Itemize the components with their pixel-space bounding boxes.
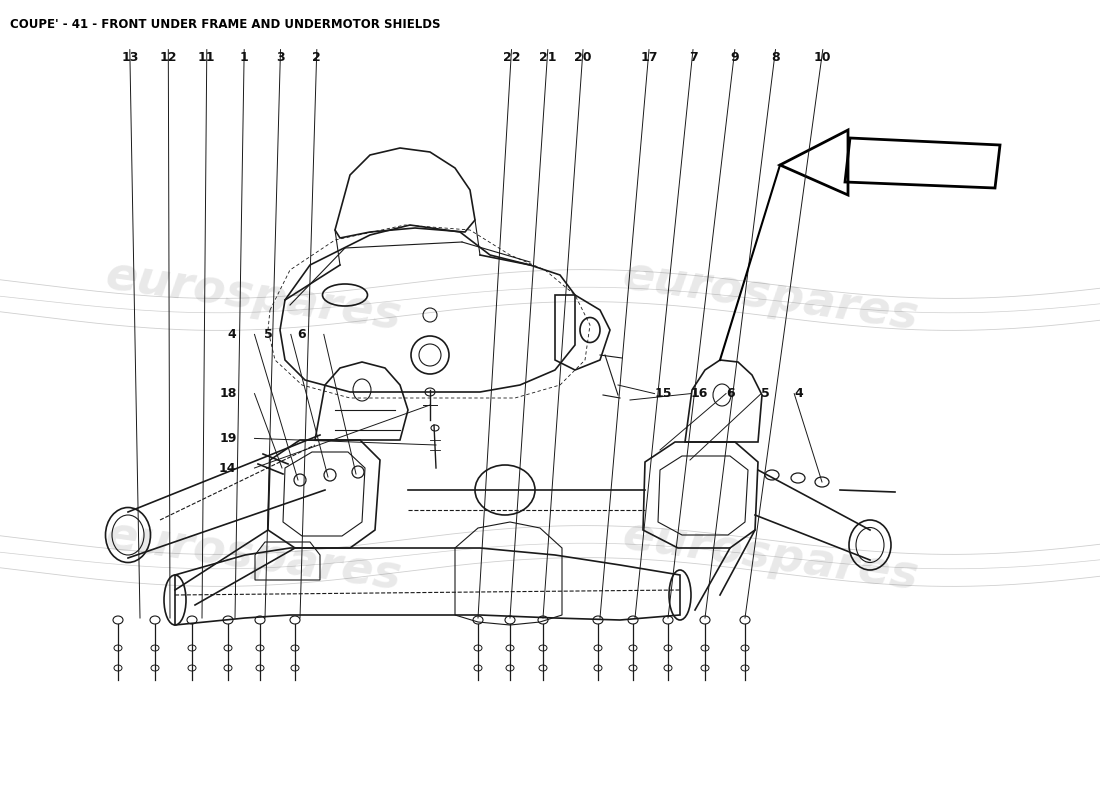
Text: 8: 8 xyxy=(771,51,780,64)
Text: 13: 13 xyxy=(121,51,139,64)
Text: 20: 20 xyxy=(574,51,592,64)
Text: 9: 9 xyxy=(730,51,739,64)
Text: 10: 10 xyxy=(814,51,832,64)
Text: 11: 11 xyxy=(198,51,216,64)
Text: eurospares: eurospares xyxy=(619,513,921,599)
Text: eurospares: eurospares xyxy=(102,253,404,339)
Text: eurospares: eurospares xyxy=(619,253,921,339)
Text: 12: 12 xyxy=(160,51,177,64)
Text: 5: 5 xyxy=(761,387,770,400)
Text: 4: 4 xyxy=(228,328,236,341)
Text: 5: 5 xyxy=(264,328,273,341)
Text: COUPE' - 41 - FRONT UNDER FRAME AND UNDERMOTOR SHIELDS: COUPE' - 41 - FRONT UNDER FRAME AND UNDE… xyxy=(10,18,440,31)
Text: 16: 16 xyxy=(691,387,708,400)
Text: 14: 14 xyxy=(219,462,236,474)
Text: 19: 19 xyxy=(219,432,236,445)
Text: 15: 15 xyxy=(654,387,672,400)
Text: 6: 6 xyxy=(726,387,735,400)
Text: 17: 17 xyxy=(640,51,658,64)
Text: 22: 22 xyxy=(503,51,520,64)
Text: eurospares: eurospares xyxy=(102,513,404,599)
Text: 21: 21 xyxy=(539,51,557,64)
Text: 4: 4 xyxy=(794,387,803,400)
Text: 3: 3 xyxy=(276,51,285,64)
Text: 2: 2 xyxy=(312,51,321,64)
Text: 1: 1 xyxy=(240,51,249,64)
Text: 7: 7 xyxy=(689,51,697,64)
Text: 6: 6 xyxy=(297,328,306,341)
Text: 18: 18 xyxy=(219,387,236,400)
